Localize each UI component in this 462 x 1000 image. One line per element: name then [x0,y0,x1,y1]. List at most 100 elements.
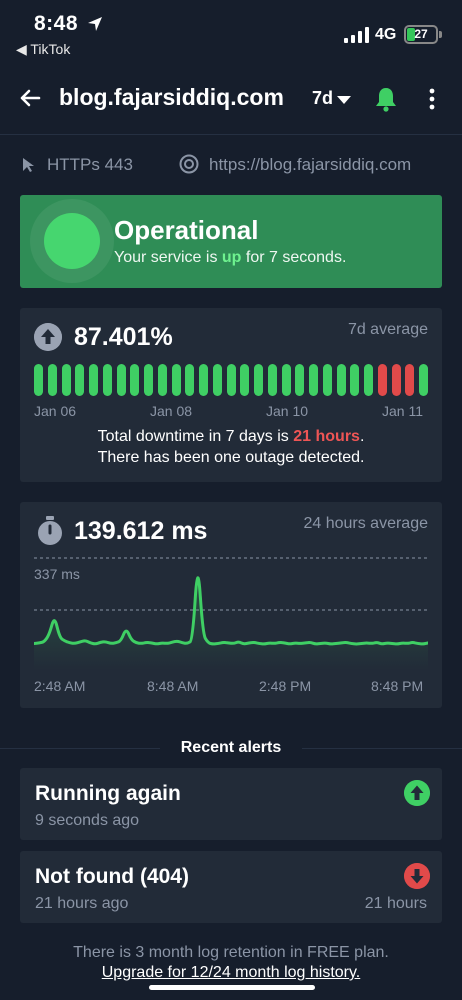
status-state: up [221,249,242,266]
max-value-label: 337 ms [34,566,80,582]
date-label: Jan 06 [34,403,77,419]
uptime-bar-down[interactable] [391,364,401,396]
divider [302,748,462,749]
response-area [34,577,428,670]
uptime-bar-down[interactable] [377,364,387,396]
uptime-bar-up[interactable] [47,364,57,396]
uptime-bar-up[interactable] [254,364,263,396]
uptime-bar-up[interactable] [144,364,153,396]
uptime-bar-up[interactable] [267,364,277,396]
time-label: 2:48 PM [259,678,312,694]
location-arrow-icon [88,17,102,31]
time-label: 8:48 AM [147,678,199,694]
uptime-bar-up[interactable] [116,364,126,396]
uptime-bar-up[interactable] [295,364,305,396]
uptime-average-label: 7d average [347,321,428,338]
uptime-bar-down[interactable] [405,364,415,396]
bell-icon[interactable] [374,86,398,112]
back-to-app-link[interactable]: ◀ TikTok [16,41,71,57]
uptime-bar-up[interactable] [102,364,112,396]
uptime-bar-up[interactable] [364,364,373,396]
alert-time: 9 seconds ago [35,812,140,829]
battery-icon: 27 [404,25,438,44]
uptime-bar-up[interactable] [419,364,428,396]
range-dropdown[interactable]: 7d [312,88,352,109]
response-average-label: 24 hours average [303,515,428,532]
uptime-bar-up[interactable] [75,364,85,396]
uptime-bar-up[interactable] [171,364,181,396]
downtime-summary: Total downtime in 7 days is 21 hours. [20,428,442,446]
alert-item-not-found[interactable]: Not found (404) 21 hours ago 21 hours [20,851,442,923]
header-divider [0,134,462,135]
time-label: 2:48 AM [34,678,86,694]
uptime-bar-up[interactable] [309,364,318,396]
alert-title: Running again [35,782,181,805]
log-retention-note: There is 3 month log retention in FREE p… [73,944,389,961]
response-time-value: 139.612 ms [74,517,208,545]
uptime-bar-up[interactable] [185,364,195,396]
uptime-bar-up[interactable] [240,364,250,396]
uptime-card: 87.401% 7d average Jan 06 Jan 08 Jan 10 … [20,308,442,482]
status-time: 8:48 [34,12,79,35]
status-subtitle: Your service is up for 7 seconds. [114,249,346,267]
monitor-url[interactable]: https://blog.fajarsiddiq.com [209,155,412,174]
response-line [34,576,428,646]
uptime-bar-up[interactable] [130,364,140,396]
uptime-bar-up[interactable] [212,364,222,396]
arrow-up-circle-icon [404,780,430,806]
battery-tip [439,31,442,38]
downtime-prefix: Total downtime in 7 days is [97,428,294,445]
monitor-info-row: HTTPs 443 https://blog.fajarsiddiq.com [0,150,462,180]
network-type: 4G [375,26,397,43]
uptime-percentage: 87.401% [74,323,173,351]
home-indicator [149,985,315,990]
cellular-signal-icon [344,27,369,43]
alert-duration: 21 hours [364,895,427,912]
divider [0,748,160,749]
target-icon [179,154,199,174]
uptime-bars [34,364,428,396]
upgrade-link[interactable]: Upgrade for 12/24 month log history. [101,964,361,981]
date-label: Jan 11 [382,403,423,419]
uptime-bar-up[interactable] [34,364,43,396]
status-indicator-icon [44,213,100,269]
date-label: Jan 08 [150,403,193,419]
recent-alerts-heading: Recent alerts [180,739,282,756]
arrow-down-circle-icon [404,863,430,889]
uptime-bar-up[interactable] [157,364,167,396]
uptime-bar-up[interactable] [281,364,291,396]
outage-summary: There has been one outage detected. [97,449,365,466]
uptime-bar-up[interactable] [89,364,98,396]
status-title: Operational [114,215,259,245]
stopwatch-icon [38,516,62,545]
status-sub-suffix: for 7 seconds. [241,249,347,266]
uptime-bar-up[interactable] [350,364,360,396]
downtime-hours: 21 hours [293,428,360,445]
alert-title: Not found (404) [35,865,189,888]
uptime-bar-up[interactable] [336,364,346,396]
uptime-bar-up[interactable] [61,364,71,396]
back-arrow-icon[interactable] [18,86,42,110]
alert-item-running-again[interactable]: Running again 9 seconds ago [20,768,442,840]
response-time-card: 139.612 ms 24 hours average 337 ms 2:48 … [20,502,442,708]
status-bar: 8:48 ◀ TikTok 4G 27 [0,0,462,62]
cursor-icon [23,158,34,172]
range-label: 7d [312,88,334,108]
status-sub-prefix: Your service is [114,249,222,266]
arrow-up-circle-icon [34,323,62,351]
downtime-suffix: . [359,428,365,445]
alert-time: 21 hours ago [35,895,129,912]
date-label: Jan 10 [266,403,309,419]
more-vertical-icon[interactable] [424,87,440,111]
uptime-bar-up[interactable] [322,364,332,396]
app-header: blog.fajarsiddiq.com 7d [0,70,462,128]
battery-percent: 27 [414,27,428,41]
battery-fill [407,28,416,41]
uptime-bar-up[interactable] [226,364,236,396]
page-title: blog.fajarsiddiq.com [59,84,284,110]
chevron-down-icon [337,95,352,104]
response-time-chart [34,557,428,670]
time-label: 8:48 PM [371,678,424,694]
uptime-bar-up[interactable] [199,364,208,396]
status-card: Operational Your service is up for 7 sec… [20,195,442,288]
